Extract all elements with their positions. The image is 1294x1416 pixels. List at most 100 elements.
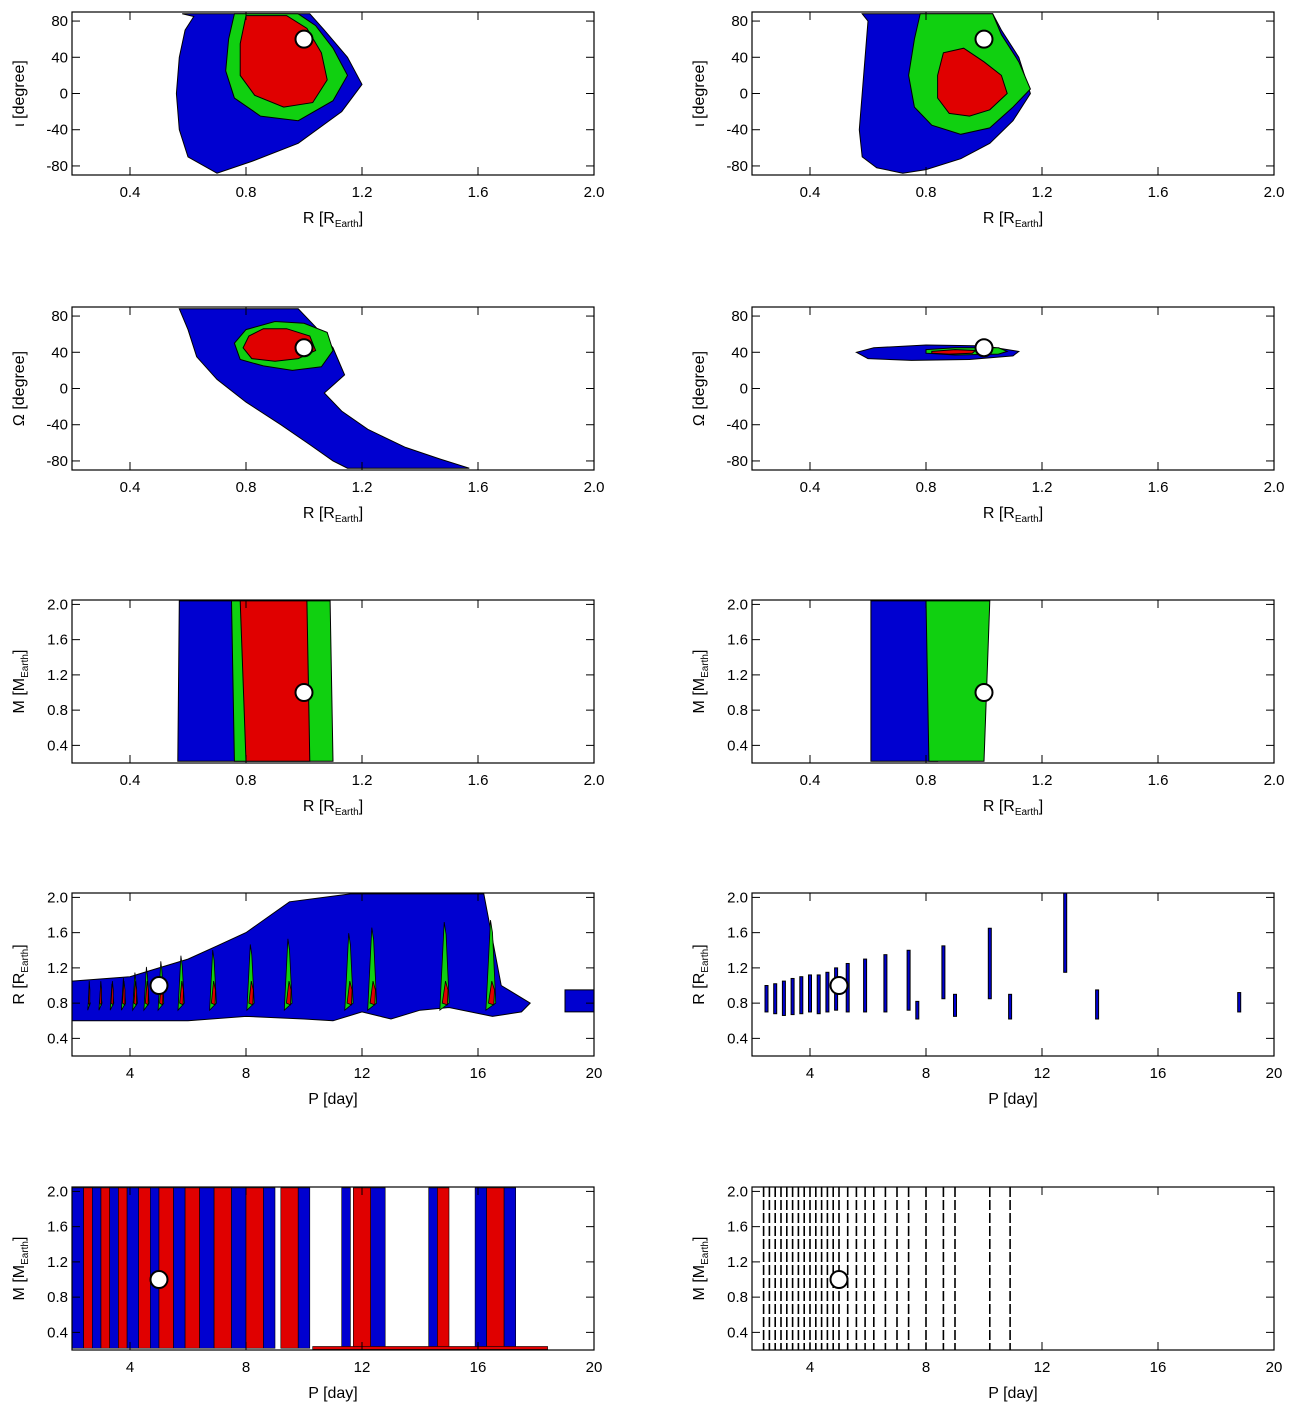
y-tick-label: 0.4 xyxy=(727,1324,748,1341)
plot-area xyxy=(175,13,363,174)
outer-confidence-streak xyxy=(863,958,868,1013)
y-tick-label: -80 xyxy=(46,158,68,175)
y-axis-label: ι [degree] xyxy=(691,60,708,127)
y-tick-label: 0 xyxy=(60,381,68,398)
panel-row3-right: 0.4 0.8 1.2 1.6 2.0 0.4 0.8 1.2 1.6 2.0 R [REarth]… xyxy=(691,596,1284,818)
y-tick-label: 1.6 xyxy=(727,1219,748,1236)
true-value-marker xyxy=(294,29,314,49)
x-tick-label: 0.4 xyxy=(120,479,141,496)
plot-area xyxy=(178,308,470,469)
x-tick-label: 12 xyxy=(1034,1359,1051,1376)
x-tick-label: 16 xyxy=(470,1065,487,1082)
y-tick-label: -40 xyxy=(726,417,748,434)
axes-frame xyxy=(71,1186,595,1351)
resonance-inner-region xyxy=(488,980,495,1006)
outer-confidence-streak xyxy=(883,954,888,1013)
y-tick-label: 0.8 xyxy=(47,995,68,1012)
true-value-marker xyxy=(974,683,994,703)
y-axis-label: R [REarth] xyxy=(11,944,31,1004)
true-value-marker xyxy=(829,1270,849,1290)
y-tick-label: 80 xyxy=(51,13,68,30)
x-tick-label: 20 xyxy=(586,1065,603,1082)
y-tick-label: 0.8 xyxy=(727,1289,748,1306)
x-tick-label: 2.0 xyxy=(584,184,605,201)
plot-area xyxy=(72,893,594,1022)
x-tick-label: 2.0 xyxy=(1264,479,1285,496)
resonance-inner-region xyxy=(122,981,126,1006)
outer-confidence-streak xyxy=(764,985,769,1013)
true-value-marker xyxy=(829,976,849,996)
y-tick-label: 1.6 xyxy=(727,925,748,942)
x-tick-label: 4 xyxy=(806,1065,814,1082)
x-tick-label: 12 xyxy=(354,1359,371,1376)
outer-confidence-streak xyxy=(1237,992,1242,1013)
inner-confidence-band xyxy=(138,1187,151,1349)
plot-area xyxy=(762,1187,1011,1350)
resonance-inner-region xyxy=(248,981,254,1006)
outer-confidence-streak xyxy=(773,983,778,1015)
plot-area xyxy=(764,893,1242,1020)
inner-confidence-region xyxy=(937,47,1008,117)
inner-confidence-band xyxy=(486,1187,505,1349)
y-tick-label: 0.4 xyxy=(47,1030,68,1047)
outer-confidence-band xyxy=(503,1187,517,1349)
y-tick-label: 0 xyxy=(740,86,748,103)
y-tick-label: 2.0 xyxy=(727,596,748,613)
x-tick-label: 2.0 xyxy=(1264,772,1285,789)
y-tick-label: 40 xyxy=(51,344,68,361)
y-tick-label: 0.4 xyxy=(47,1324,68,1341)
x-tick-label: 0.8 xyxy=(916,479,937,496)
outer-confidence-region xyxy=(564,989,594,1013)
outer-confidence-streak xyxy=(987,927,992,1000)
axes-frame xyxy=(751,306,1275,471)
resonance-inner-region xyxy=(210,981,216,1006)
outer-confidence-streak xyxy=(1063,893,1068,973)
x-tick-label: 0.4 xyxy=(120,772,141,789)
inner-confidence-band xyxy=(280,1187,299,1349)
inner-confidence-band xyxy=(83,1187,93,1349)
x-tick-label: 1.6 xyxy=(468,184,489,201)
x-axis-label: P [day] xyxy=(988,1091,1038,1108)
y-axis-label: M [MEarth] xyxy=(11,650,31,714)
y-axis-label: M [MEarth] xyxy=(691,650,711,714)
outer-confidence-band xyxy=(109,1187,119,1349)
outer-confidence-band xyxy=(72,1187,84,1349)
outer-confidence-streak xyxy=(941,945,946,1000)
panel-row4-left: 4 8 12 16 20 0.4 0.8 1.2 1.6 2.0 P [day] R [REarth] xyxy=(11,889,602,1108)
x-tick-label: 12 xyxy=(354,1065,371,1082)
axes-frame xyxy=(751,599,1275,764)
inner-confidence-band xyxy=(245,1187,264,1349)
x-tick-label: 1.2 xyxy=(352,184,373,201)
y-tick-label: 1.6 xyxy=(727,632,748,649)
resonance-inner-region xyxy=(133,981,138,1006)
y-tick-label: -80 xyxy=(726,158,748,175)
y-tick-label: 0.8 xyxy=(47,1289,68,1306)
inner-confidence-floor xyxy=(312,1346,548,1350)
axes-frame xyxy=(751,892,1275,1057)
inner-confidence-region xyxy=(931,349,977,355)
y-axis-label: Ω [degree] xyxy=(691,351,708,426)
x-tick-label: 1.6 xyxy=(468,479,489,496)
y-tick-label: 40 xyxy=(731,49,748,66)
y-tick-label: 2.0 xyxy=(727,889,748,906)
panel-row5-right: 4 8 12 16 20 0.4 0.8 1.2 1.6 2.0 P [day] M [MEarth] xyxy=(691,1183,1282,1402)
x-tick-label: 0.4 xyxy=(120,184,141,201)
inner-confidence-band xyxy=(352,1187,371,1349)
resonance-inner-region xyxy=(110,981,114,1006)
middle-confidence-region xyxy=(925,600,991,762)
x-tick-label: 1.2 xyxy=(1032,479,1053,496)
y-tick-label: -80 xyxy=(726,453,748,470)
true-value-marker xyxy=(294,683,314,703)
x-tick-label: 0.8 xyxy=(916,772,937,789)
x-tick-label: 8 xyxy=(242,1359,250,1376)
outer-confidence-band xyxy=(474,1187,488,1349)
outer-confidence-streak xyxy=(808,974,812,1013)
x-tick-label: 0.8 xyxy=(236,772,257,789)
panel-row1-right: 0.4 0.8 1.2 1.6 2.0 -80 -40 0 40 80 R [REarth] ι [d… xyxy=(691,11,1284,230)
y-tick-label: 2.0 xyxy=(47,889,68,906)
outer-confidence-band xyxy=(370,1187,386,1349)
x-tick-label: 8 xyxy=(922,1065,930,1082)
y-tick-label: 0.8 xyxy=(727,702,748,719)
x-axis-label: R [REarth] xyxy=(303,505,363,525)
y-tick-label: 40 xyxy=(731,344,748,361)
